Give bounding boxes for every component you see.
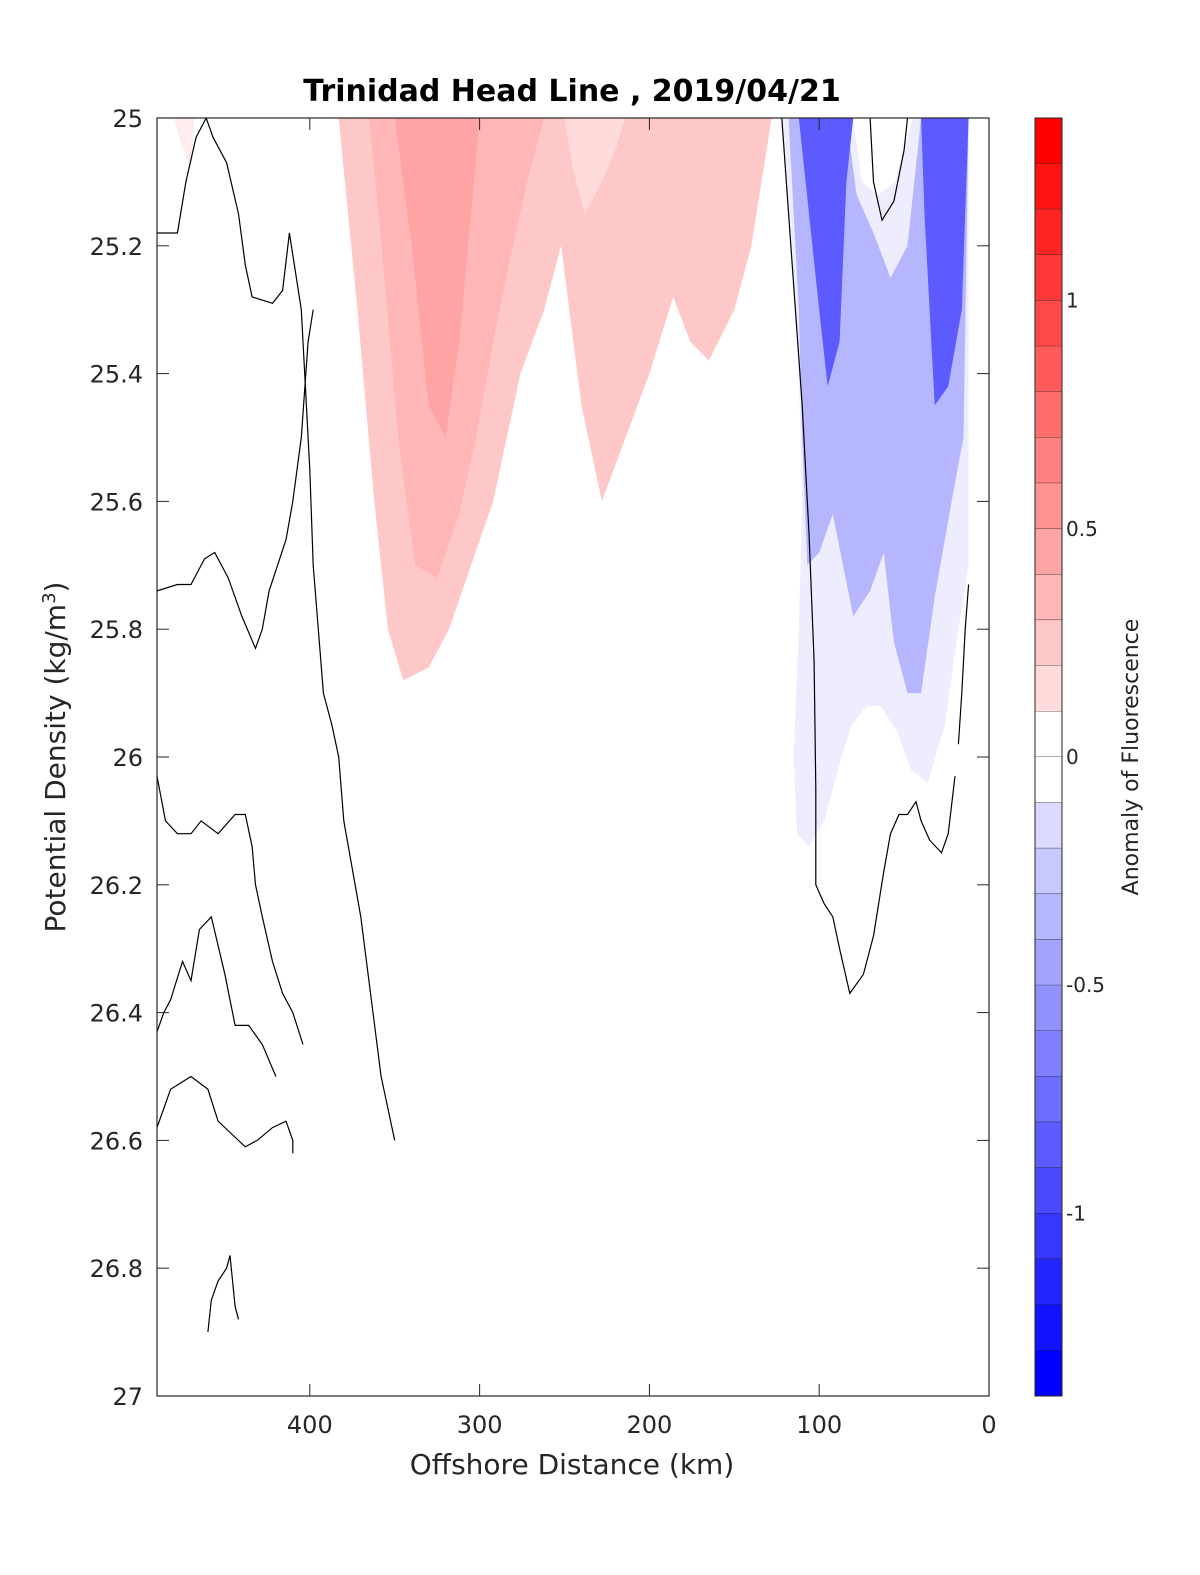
- x-tick-label: 200: [627, 1411, 673, 1439]
- colorbar-segment: [1035, 1031, 1062, 1077]
- chart-figure: Trinidad Head Line , 2019/04/21 400 300 20…: [0, 0, 1200, 1575]
- y-tick-label: 25.4: [90, 361, 143, 389]
- colorbar-segment: [1035, 620, 1062, 666]
- x-tick-label: 400: [287, 1411, 333, 1439]
- colorbar-segment: [1035, 1077, 1062, 1123]
- colorbar-segment: [1035, 438, 1062, 484]
- y-tick-label: 26.8: [90, 1255, 143, 1283]
- colorbar-segment: [1035, 392, 1062, 438]
- colorbar-segment: [1035, 1259, 1062, 1305]
- colorbar-segment: [1035, 164, 1062, 210]
- y-axis-label-main: Potential Density (kg/m: [39, 604, 72, 933]
- colorbar-tick-label: -1: [1066, 1201, 1086, 1225]
- y-tick-label: 25.2: [90, 233, 143, 261]
- colorbar-segment: [1035, 574, 1062, 620]
- colorbar-segment: [1035, 1168, 1062, 1214]
- colorbar-segment: [1035, 483, 1062, 529]
- y-tick-label: 27: [112, 1383, 143, 1411]
- x-axis-label: Offshore Distance (km): [410, 1448, 735, 1481]
- y-axis-label-end: ): [39, 582, 72, 593]
- y-tick-label: 26.4: [90, 1000, 143, 1028]
- colorbar-segment: [1035, 940, 1062, 986]
- colorbar-segment: [1035, 666, 1062, 712]
- colorbar-segment: [1035, 1305, 1062, 1351]
- colorbar-label: Anomaly of Fluorescence: [1119, 619, 1144, 896]
- colorbar-segment: [1035, 803, 1062, 849]
- x-tick-label: 300: [457, 1411, 503, 1439]
- colorbar-tick-label: 0: [1066, 745, 1079, 769]
- y-tick-label: 25.6: [90, 488, 143, 516]
- y-tick-label: 26.6: [90, 1127, 143, 1155]
- colorbar-segment: [1035, 1213, 1062, 1259]
- y-tick-label: 25: [112, 105, 143, 133]
- colorbar-segment: [1035, 209, 1062, 255]
- colorbar-tick-label: 0.5: [1066, 517, 1098, 541]
- colorbar-tick-label: -0.5: [1066, 973, 1105, 997]
- colorbar-segment: [1035, 711, 1062, 757]
- y-axis-label-superscript: 3: [39, 592, 60, 603]
- x-tick-label: 100: [796, 1411, 842, 1439]
- colorbar-tick-label: 1: [1066, 289, 1079, 313]
- colorbar-segment: [1035, 255, 1062, 301]
- colorbar-segment: [1035, 1350, 1062, 1396]
- y-axis-label: Potential Density (kg/m3): [39, 582, 73, 933]
- colorbar-segment: [1035, 848, 1062, 894]
- y-tick-label: 25.8: [90, 616, 143, 644]
- colorbar-segment: [1035, 118, 1062, 164]
- x-tick-label: 0: [981, 1411, 996, 1439]
- colorbar-segment: [1035, 346, 1062, 392]
- plot-area: [157, 118, 989, 1396]
- colorbar-segment: [1035, 301, 1062, 347]
- y-tick-label: 26.2: [90, 872, 143, 900]
- colorbar-segment: [1035, 1122, 1062, 1168]
- colorbar: 1 0.5 0 -0.5 -1: [1035, 118, 1105, 1397]
- colorbar-segment: [1035, 894, 1062, 940]
- colorbar-segment: [1035, 529, 1062, 575]
- colorbar-segment: [1035, 757, 1062, 803]
- y-tick-label: 26: [112, 744, 143, 772]
- colorbar-segment: [1035, 985, 1062, 1031]
- chart-title: Trinidad Head Line , 2019/04/21: [303, 74, 840, 109]
